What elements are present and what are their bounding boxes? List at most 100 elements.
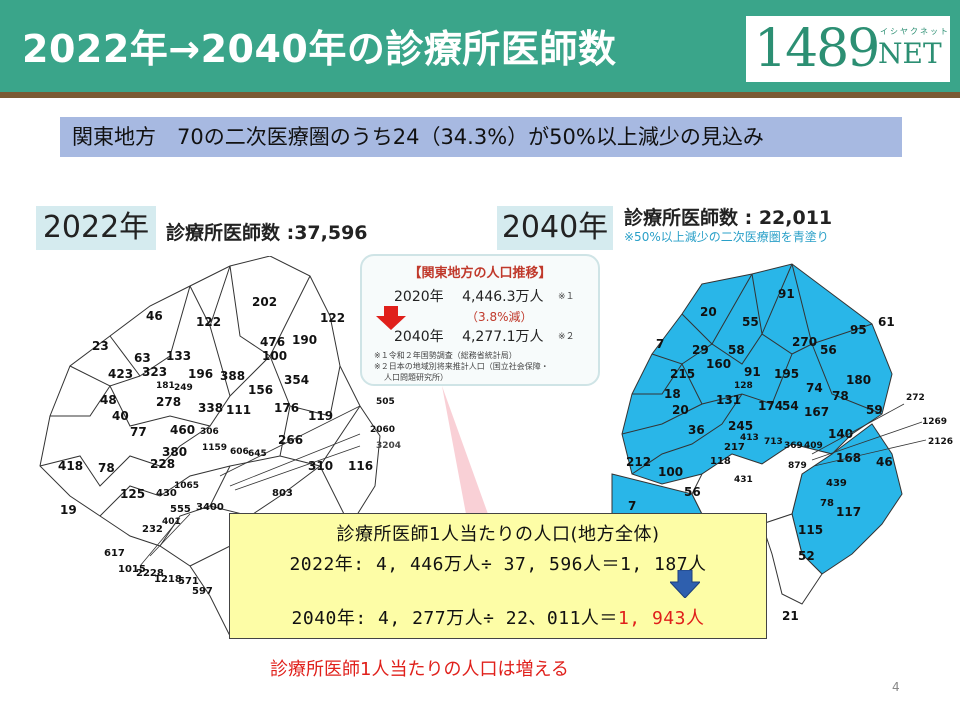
conclusion-text: 診療所医師1人当たりの人口は増える xyxy=(270,659,569,680)
region-value: 310 xyxy=(308,459,333,473)
region-value: 91 xyxy=(744,365,761,379)
region-value: 58 xyxy=(728,343,745,357)
region-value: 176 xyxy=(274,401,299,415)
region-value: 1159 xyxy=(202,443,227,453)
slide-header: 2022年→2040年の診療所医師数 1489 イシヤクネット NET xyxy=(0,0,960,92)
region-value: 3400 xyxy=(196,502,224,513)
region-value: 713 xyxy=(764,437,783,447)
region-value: 78 xyxy=(820,498,834,509)
region-value: 119 xyxy=(308,409,333,423)
region-value: 439 xyxy=(826,478,847,489)
region-value: 56 xyxy=(684,485,701,499)
blue-down-arrow-icon xyxy=(670,570,700,598)
region-value: 245 xyxy=(728,419,753,433)
region-value: 46 xyxy=(876,455,893,469)
region-value: 48 xyxy=(100,393,117,407)
region-value: 196 xyxy=(188,367,213,381)
region-value: 174 xyxy=(758,399,783,413)
region-value: 571 xyxy=(178,576,199,587)
region-value: 167 xyxy=(804,405,829,419)
region-value: 423 xyxy=(108,367,133,381)
region-value: 645 xyxy=(248,449,267,459)
year-2040-box: 2040年 xyxy=(497,206,613,250)
region-value: 413 xyxy=(740,433,759,443)
blue-note: ※50%以上減少の二次医療圏を青塗り xyxy=(624,230,829,244)
region-value: 2228 xyxy=(136,568,164,579)
region-value: 23 xyxy=(92,339,109,353)
region-value: 215 xyxy=(670,367,695,381)
region-value: 597 xyxy=(192,586,213,597)
region-value: 156 xyxy=(248,383,273,397)
region-value: 100 xyxy=(658,465,683,479)
down-arrow-icon xyxy=(376,306,406,330)
slide-title: 2022年→2040年の診療所医師数 xyxy=(22,27,617,71)
header-divider xyxy=(0,92,960,98)
logo-number: 1489 xyxy=(754,19,880,79)
region-value: 20 xyxy=(672,403,689,417)
summary-2040-result: 1, 943人 xyxy=(617,608,705,629)
region-value: 306 xyxy=(200,427,219,437)
region-value: 140 xyxy=(828,427,853,441)
region-value: 217 xyxy=(724,442,745,453)
region-value: 505 xyxy=(376,397,395,407)
region-value: 56 xyxy=(820,343,837,357)
region-value: 476 xyxy=(260,335,285,349)
region-value: 18 xyxy=(664,387,681,401)
population-footnote-3: 人口問題研究所） xyxy=(384,373,448,382)
region-value: 19 xyxy=(60,503,77,517)
summary-banner: 関東地方 70の二次医療圏のうち24（34.3%）が50%以上減少の見込み xyxy=(60,117,902,157)
region-value: 202 xyxy=(252,295,277,309)
population-change: （3.8%減） xyxy=(466,310,533,324)
region-value: 2060 xyxy=(370,425,395,435)
region-value: 61 xyxy=(878,315,895,329)
region-value: 1269 xyxy=(922,417,947,427)
population-box: 【関東地方の人口推移】 2020年 4,446.3万人 ※１ （3.8%減） 2… xyxy=(360,254,600,386)
region-value: 7 xyxy=(628,499,636,513)
page-number: 4 xyxy=(892,680,900,694)
region-value: 1218 xyxy=(154,574,182,585)
region-value: 29 xyxy=(692,343,709,357)
year-2022-box: 2022年 xyxy=(36,206,156,250)
region-value: 369 xyxy=(784,441,803,451)
region-value: 117 xyxy=(836,505,861,519)
region-value: 190 xyxy=(292,333,317,347)
region-value: 36 xyxy=(688,423,705,437)
region-value: 2126 xyxy=(928,437,953,447)
region-value: 181 xyxy=(156,381,175,391)
region-value: 232 xyxy=(142,524,163,535)
region-value: 380 xyxy=(162,445,187,459)
region-value: 195 xyxy=(774,367,799,381)
region-value: 617 xyxy=(104,548,125,559)
population-2040: 2040年 4,277.1万人 xyxy=(394,329,544,345)
region-value: 418 xyxy=(58,459,83,473)
kanto-map-2040: 91 20 55 95 61 7 270 56 29 58 215 160 91… xyxy=(611,263,953,623)
region-value: 249 xyxy=(174,383,193,393)
region-value: 20 xyxy=(700,305,717,319)
summary-box: 診療所医師1人当たりの人口(地方全体) 2022年: 4, 446万人÷ 37,… xyxy=(229,513,767,639)
region-value: 212 xyxy=(626,455,651,469)
region-value: 46 xyxy=(146,309,163,323)
logo: 1489 イシヤクネット NET xyxy=(746,16,950,82)
region-value: 1015 xyxy=(118,564,146,575)
region-value: 3204 xyxy=(376,441,401,451)
region-value: 111 xyxy=(226,403,251,417)
population-2040-note: ※２ xyxy=(558,332,575,342)
population-2020: 2020年 4,446.3万人 xyxy=(394,289,544,305)
region-value: 180 xyxy=(846,373,871,387)
region-value: 131 xyxy=(716,393,741,407)
region-value: 122 xyxy=(196,315,221,329)
region-value: 59 xyxy=(866,403,883,417)
region-value: 431 xyxy=(734,475,753,485)
summary-2022: 2022年: 4, 446万人÷ 37, 596人＝1, 187人 xyxy=(289,554,707,575)
region-value: 77 xyxy=(130,425,147,439)
region-value: 430 xyxy=(156,488,177,499)
region-value: 115 xyxy=(798,523,823,537)
region-value: 40 xyxy=(112,409,129,423)
region-value: 133 xyxy=(166,349,191,363)
population-footnote-1: ※１令和２年国勢調査（総務省統計局） xyxy=(374,351,517,360)
region-value: 122 xyxy=(320,311,345,325)
region-value: 78 xyxy=(98,461,115,475)
region-value: 270 xyxy=(792,335,817,349)
region-value: 879 xyxy=(788,461,807,471)
region-value: 95 xyxy=(850,323,867,337)
